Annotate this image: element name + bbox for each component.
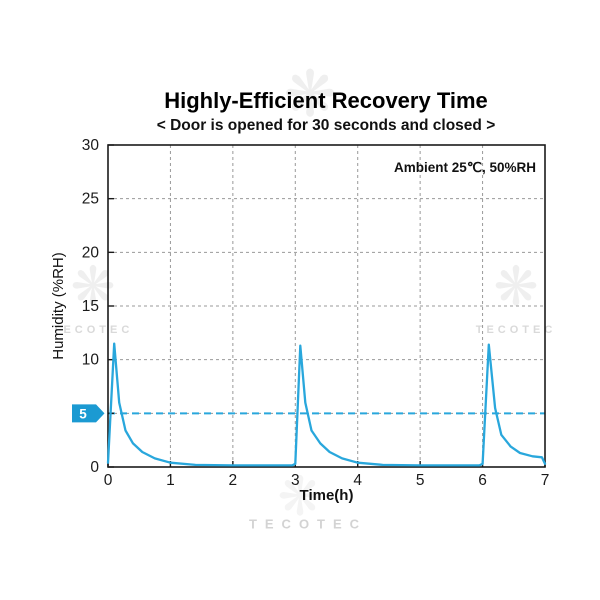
y-axis-label: Humidity (%RH) bbox=[50, 252, 67, 360]
y-tick-label: 0 bbox=[90, 459, 99, 476]
y-tick-label: 15 bbox=[82, 298, 99, 315]
chart-title: Highly-Efficient Recovery Time bbox=[164, 88, 488, 113]
chart-subtitle: < Door is opened for 30 seconds and clos… bbox=[156, 117, 496, 134]
x-tick-label: 1 bbox=[166, 472, 175, 489]
y-tick-label: 10 bbox=[82, 352, 100, 369]
x-tick-label: 6 bbox=[478, 472, 487, 489]
y-tick-label: 20 bbox=[82, 244, 100, 261]
annotation: Ambient 25℃, 50%RH bbox=[394, 160, 536, 175]
y-tick-label: 25 bbox=[82, 191, 99, 208]
x-tick-label: 5 bbox=[416, 472, 425, 489]
x-tick-label: 3 bbox=[291, 472, 300, 489]
y-tick-label: 30 bbox=[82, 137, 100, 154]
x-tick-label: 7 bbox=[541, 472, 550, 489]
x-tick-label: 0 bbox=[104, 472, 113, 489]
x-tick-label: 2 bbox=[229, 472, 238, 489]
highlight-ytick-flag bbox=[72, 404, 105, 423]
x-axis-label: Time(h) bbox=[300, 487, 354, 504]
highlight-ytick-label: 5 bbox=[79, 406, 87, 421]
series-line bbox=[106, 342, 547, 467]
x-tick-label: 4 bbox=[353, 472, 362, 489]
